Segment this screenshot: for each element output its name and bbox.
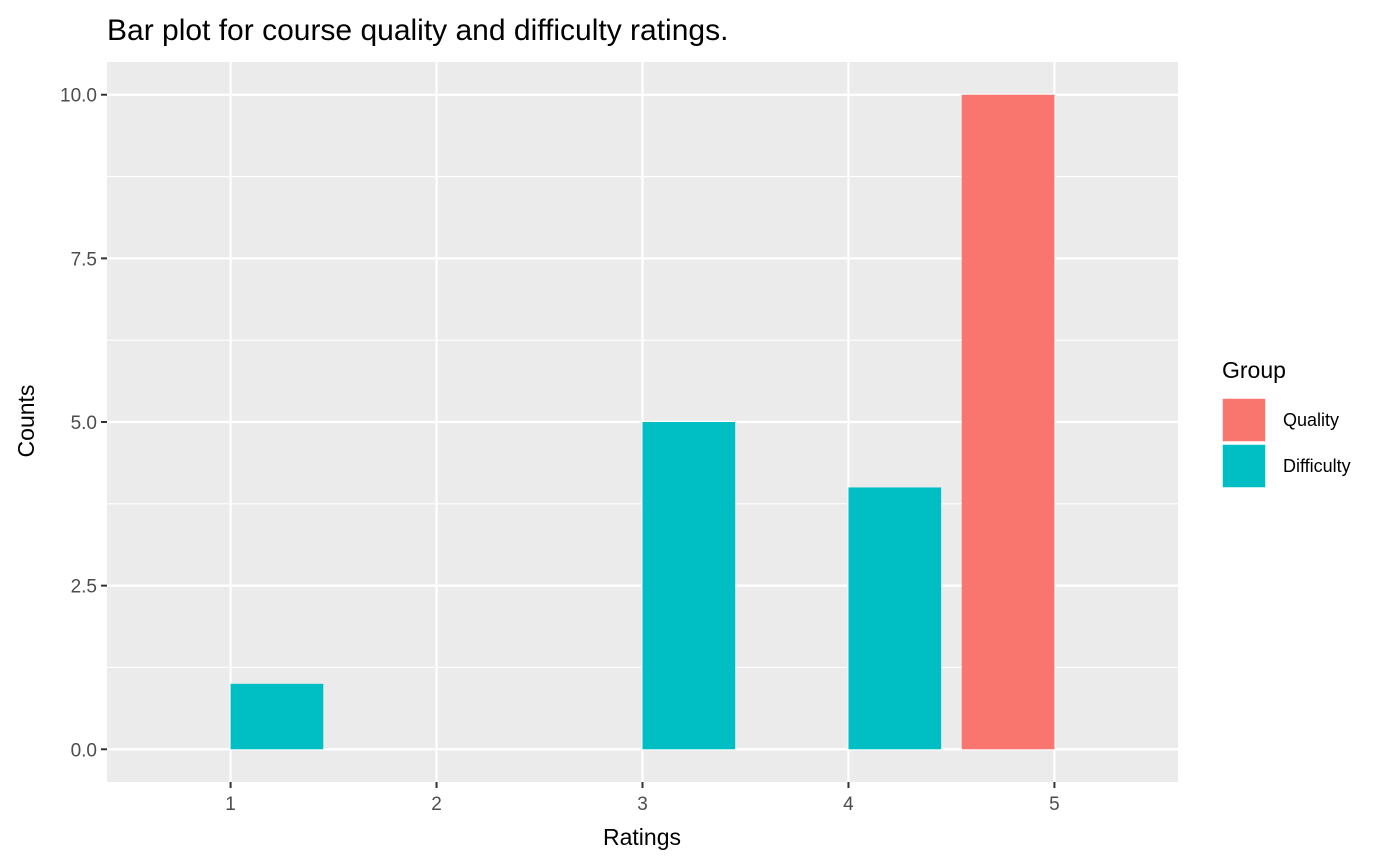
- bars: [230, 94, 1055, 750]
- x-tick-label: 1: [225, 794, 236, 815]
- x-tick-label: 3: [637, 794, 648, 815]
- y-tick-label: 10.0: [60, 86, 97, 107]
- y-axis-title: Counts: [13, 385, 39, 458]
- legend-label-difficulty: Difficulty: [1283, 456, 1351, 476]
- bar-difficulty-2: [642, 422, 736, 750]
- x-axis-title: Ratings: [603, 824, 681, 850]
- y-tick-label: 2.5: [71, 577, 97, 598]
- legend-key-difficulty: [1221, 443, 1267, 489]
- y-tick-label: 0.0: [71, 740, 97, 761]
- y-tick-label: 7.5: [71, 249, 97, 270]
- x-tick-label: 2: [431, 794, 442, 815]
- legend-label-quality: Quality: [1283, 410, 1339, 430]
- x-tick-label: 4: [843, 794, 854, 815]
- bar-difficulty-3: [848, 487, 942, 750]
- y-tick-label: 5.0: [71, 413, 97, 434]
- x-tick-label: 5: [1049, 794, 1060, 815]
- bar-difficulty-1: [230, 683, 324, 750]
- legend-title: Group: [1222, 357, 1286, 383]
- axes: 0.0 2.5 5.0 7.5 10.0 1 2 3 4 5: [60, 86, 1060, 815]
- chart-title: Bar plot for course quality and difficul…: [107, 14, 728, 47]
- bar-quality-1: [961, 94, 1055, 750]
- legend-key-quality: [1221, 397, 1267, 443]
- legend: Group Quality Difficulty: [1221, 357, 1351, 489]
